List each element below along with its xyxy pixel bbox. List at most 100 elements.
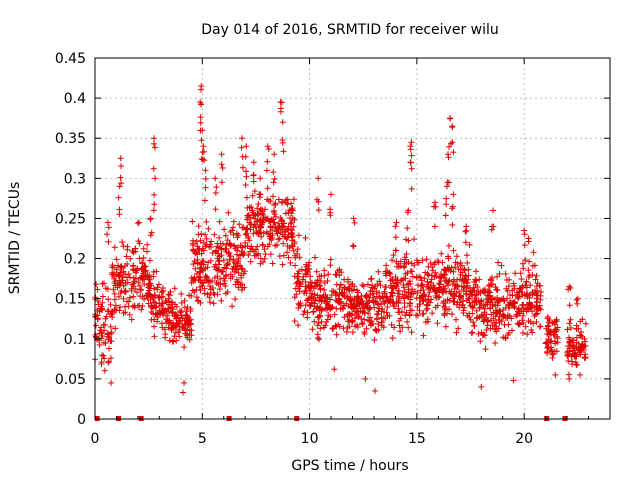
- data-point: [293, 291, 300, 298]
- data-point: [188, 274, 195, 281]
- x-tick-labels: 0 5 10 15 20: [91, 431, 534, 447]
- data-point: [373, 327, 380, 334]
- data-point: [376, 278, 383, 285]
- data-point: [316, 273, 323, 280]
- data-point: [363, 325, 370, 332]
- data-point: [230, 218, 237, 225]
- data-point: [531, 304, 538, 311]
- data-point: [395, 287, 402, 294]
- data-point: [381, 290, 388, 297]
- data-point: [373, 293, 380, 300]
- data-point: [501, 321, 508, 328]
- data-point: [462, 239, 469, 246]
- data-point: [544, 315, 551, 322]
- data-point: [273, 228, 280, 235]
- data-point: [173, 337, 180, 344]
- data-point: [217, 281, 224, 288]
- data-point: [177, 309, 184, 316]
- data-point-peak: [444, 151, 451, 158]
- data-point: [442, 266, 449, 273]
- data-point: [487, 276, 494, 283]
- data-point: [233, 230, 240, 237]
- data-point-peak: [257, 175, 264, 182]
- data-point: [124, 243, 131, 250]
- data-point: [462, 228, 469, 235]
- data-point: [105, 359, 112, 366]
- data-point-peak: [432, 199, 439, 206]
- data-point: [416, 294, 423, 301]
- data-point: [352, 302, 359, 309]
- data-point: [451, 298, 458, 305]
- data-point: [287, 215, 294, 222]
- data-point: [304, 309, 311, 316]
- axis-ticks: [94, 57, 610, 420]
- data-point: [242, 243, 249, 250]
- data-point: [493, 325, 500, 332]
- data-point: [141, 296, 148, 303]
- data-point: [115, 194, 122, 201]
- data-point: [214, 291, 221, 298]
- data-point: [263, 228, 270, 235]
- data-point: [158, 289, 165, 296]
- data-point: [582, 320, 589, 327]
- data-point-peak: [264, 143, 271, 150]
- data-point: [432, 292, 439, 299]
- data-point: [148, 229, 155, 236]
- data-point: [307, 302, 314, 309]
- data-point: [99, 333, 106, 340]
- data-point-peak: [200, 143, 207, 150]
- data-point: [469, 304, 476, 311]
- data-point: [201, 276, 208, 283]
- data-point: [103, 231, 110, 238]
- data-point: [132, 285, 139, 292]
- grid-lines: [95, 58, 610, 419]
- data-point: [369, 320, 376, 327]
- data-point: [326, 304, 333, 311]
- data-point: [554, 335, 561, 342]
- data-point: [463, 280, 470, 287]
- data-point: [107, 355, 114, 362]
- data-point: [171, 285, 178, 292]
- data-point: [259, 242, 266, 249]
- data-point: [378, 301, 385, 308]
- y-tick-label: 0.4: [64, 91, 86, 107]
- data-point: [107, 330, 114, 337]
- data-point: [333, 331, 340, 338]
- data-point: [198, 250, 205, 257]
- data-point: [348, 304, 355, 311]
- data-point-peak: [243, 143, 250, 150]
- data-point: [193, 294, 200, 301]
- data-point: [200, 261, 207, 268]
- data-point: [176, 333, 183, 340]
- data-point-low: [478, 383, 485, 390]
- data-point: [415, 259, 422, 266]
- data-point: [227, 253, 234, 260]
- data-point: [361, 316, 368, 323]
- data-point-peak: [450, 191, 457, 198]
- data-point-peak: [151, 135, 158, 142]
- data-point: [277, 214, 284, 221]
- data-point: [520, 319, 527, 326]
- data-point: [547, 346, 554, 353]
- data-point: [389, 257, 396, 264]
- data-point: [446, 264, 453, 271]
- data-point: [345, 318, 352, 325]
- data-point: [470, 284, 477, 291]
- data-point: [283, 196, 290, 203]
- data-point: [526, 258, 533, 265]
- data-point: [361, 305, 368, 312]
- data-point: [429, 310, 436, 317]
- data-point: [303, 261, 310, 268]
- data-point: [488, 317, 495, 324]
- data-point: [338, 269, 345, 276]
- data-point: [145, 300, 152, 307]
- data-point: [202, 175, 209, 182]
- data-point: [264, 158, 271, 165]
- data-point: [397, 277, 404, 284]
- data-point: [435, 259, 442, 266]
- data-point: [320, 324, 327, 331]
- data-point: [288, 219, 295, 226]
- data-point: [217, 275, 224, 282]
- data-point: [519, 282, 526, 289]
- data-point: [419, 257, 426, 264]
